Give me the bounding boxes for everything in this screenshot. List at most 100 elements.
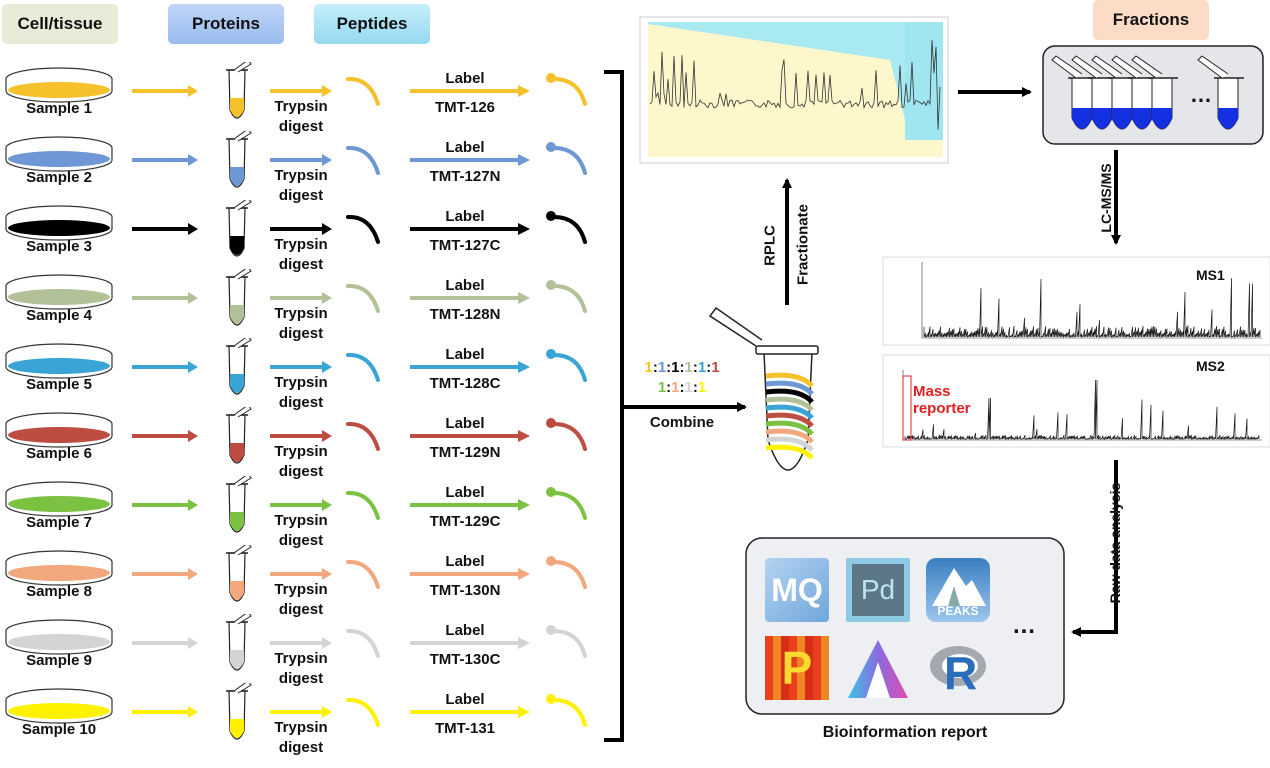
arrowhead [322, 361, 332, 373]
arrowhead [188, 292, 198, 304]
ms2-label: MS2 [1196, 358, 1225, 374]
mass-reporter-box [902, 375, 912, 441]
ratio-value: 1 [644, 359, 653, 376]
trypsin-label: Trypsin [274, 374, 328, 391]
sample-row-graphics [5, 545, 587, 602]
peptide-icon [346, 214, 380, 244]
sample-row-graphics [5, 476, 587, 533]
protein-tube-icon [226, 269, 252, 326]
tmt-tag-label: TMT-127N [429, 168, 501, 185]
tmt-tag-label: TMT-129C [429, 513, 501, 530]
trypsin-label: Trypsin [274, 581, 328, 598]
sample-row-graphics [5, 62, 587, 119]
peptide-icon [346, 559, 380, 589]
arrowhead [322, 154, 332, 166]
tmt-tag-label: TMT-131 [434, 720, 495, 737]
maxquant-icon: MQ [765, 558, 829, 622]
fraction-tube-icon [1051, 55, 1098, 130]
pd-inner: Pd [852, 564, 904, 616]
sample-row-graphics [5, 200, 587, 257]
peaks-text: PEAKS [937, 604, 979, 618]
protein-tube-icon [226, 62, 252, 119]
trypsin-label: Trypsin [274, 167, 328, 184]
peptide-icon [346, 490, 380, 520]
label-text: Label [445, 622, 485, 639]
arrowhead [518, 568, 530, 580]
sample-row: Sample 3 Trypsin digest Label TMT-127C [0, 200, 600, 273]
ratio-value: 1 [697, 359, 707, 376]
trypsin-label: Trypsin [274, 512, 328, 529]
petri-dish-icon [5, 343, 113, 379]
protein-tube-icon [226, 200, 252, 257]
fractionate-label: Fractionate [794, 204, 812, 285]
ratio-value: 1 [684, 359, 693, 376]
sample-name: Sample 7 [26, 514, 92, 531]
arrowhead [518, 223, 530, 235]
digest-label: digest [278, 601, 324, 618]
label-text: Label [445, 70, 485, 87]
sample-row-graphics [5, 338, 587, 395]
tmt-tag-label: TMT-129N [429, 444, 501, 461]
perseus-icon: P [765, 636, 829, 700]
combined-tube-icon [708, 306, 819, 471]
trypsin-label: Trypsin [274, 719, 328, 736]
ratio-separator: : [679, 379, 685, 396]
fraction-tube-icon [1197, 55, 1244, 130]
labeled-peptide-icon [550, 490, 587, 520]
tmt-tag-label: TMT-128C [429, 375, 501, 392]
label-text: Label [445, 208, 485, 225]
peptide-icon [346, 628, 380, 658]
label-text: Label [445, 691, 485, 708]
digest-label: digest [278, 463, 324, 480]
label-text: Label [445, 139, 485, 156]
ms1-label: MS1 [1196, 267, 1225, 283]
ratio-line-1: 1:1:1:1:1:1 [632, 358, 732, 378]
arrowhead [322, 85, 332, 97]
ratio-separator: : [666, 379, 672, 396]
label-text: Label [445, 346, 485, 363]
label-text: Label [445, 415, 485, 432]
arrowhead [322, 223, 332, 235]
peptide-icon [346, 76, 380, 106]
proteins-header: Proteins [168, 4, 284, 44]
labeled-peptide-icon [550, 214, 587, 244]
peaks-icon: PEAKS [926, 558, 990, 622]
pd-text: Pd [860, 574, 896, 605]
sample-row: Sample 1 Trypsin digest Label TMT-126 [0, 62, 600, 135]
tube-stripe [765, 404, 814, 420]
fractions-header: Fractions [1093, 0, 1209, 40]
perseus-text: P [781, 642, 813, 694]
sample-row: Sample 4 Trypsin digest Label TMT-128N [0, 269, 600, 342]
ratio-value: 1 [657, 379, 667, 396]
fraction-tube-icon [1071, 55, 1118, 130]
arrowhead [188, 568, 198, 580]
protein-tube-icon [226, 614, 252, 671]
ratio-value: 1 [671, 359, 680, 376]
fraction-tube-icon [1131, 55, 1178, 130]
protein-tube-icon [226, 407, 252, 464]
trypsin-label: Trypsin [274, 443, 328, 460]
labeled-peptide-icon [550, 697, 587, 727]
ratio-value: 1 [671, 379, 680, 396]
lcmsms-label: LC-MS/MS [1098, 163, 1114, 233]
sample-row: Sample 10 Trypsin digest Label TMT-131 [0, 683, 600, 756]
r-text: R [944, 647, 978, 699]
rplc-label: RPLC [761, 225, 779, 266]
maxquant-text: MQ [771, 572, 823, 608]
peptide-icon [346, 697, 380, 727]
ratio-separator: : [706, 359, 712, 376]
sample-name: Sample 3 [26, 238, 92, 255]
arrowhead [188, 637, 198, 649]
arrowhead [188, 85, 198, 97]
sample-name: Sample 4 [26, 307, 92, 324]
labeled-peptide-icon [550, 283, 587, 313]
arrowhead [188, 154, 198, 166]
sample-row: Sample 5 Trypsin digest Label TMT-128C [0, 338, 600, 411]
tmt-tag-label: TMT-130C [429, 651, 501, 668]
petri-dish-icon [5, 550, 113, 586]
digest-label: digest [278, 325, 324, 342]
trypsin-label: Trypsin [274, 305, 328, 322]
arrowhead [188, 430, 198, 442]
protein-tube-icon [226, 545, 252, 602]
sample-name: Sample 10 [21, 721, 97, 738]
